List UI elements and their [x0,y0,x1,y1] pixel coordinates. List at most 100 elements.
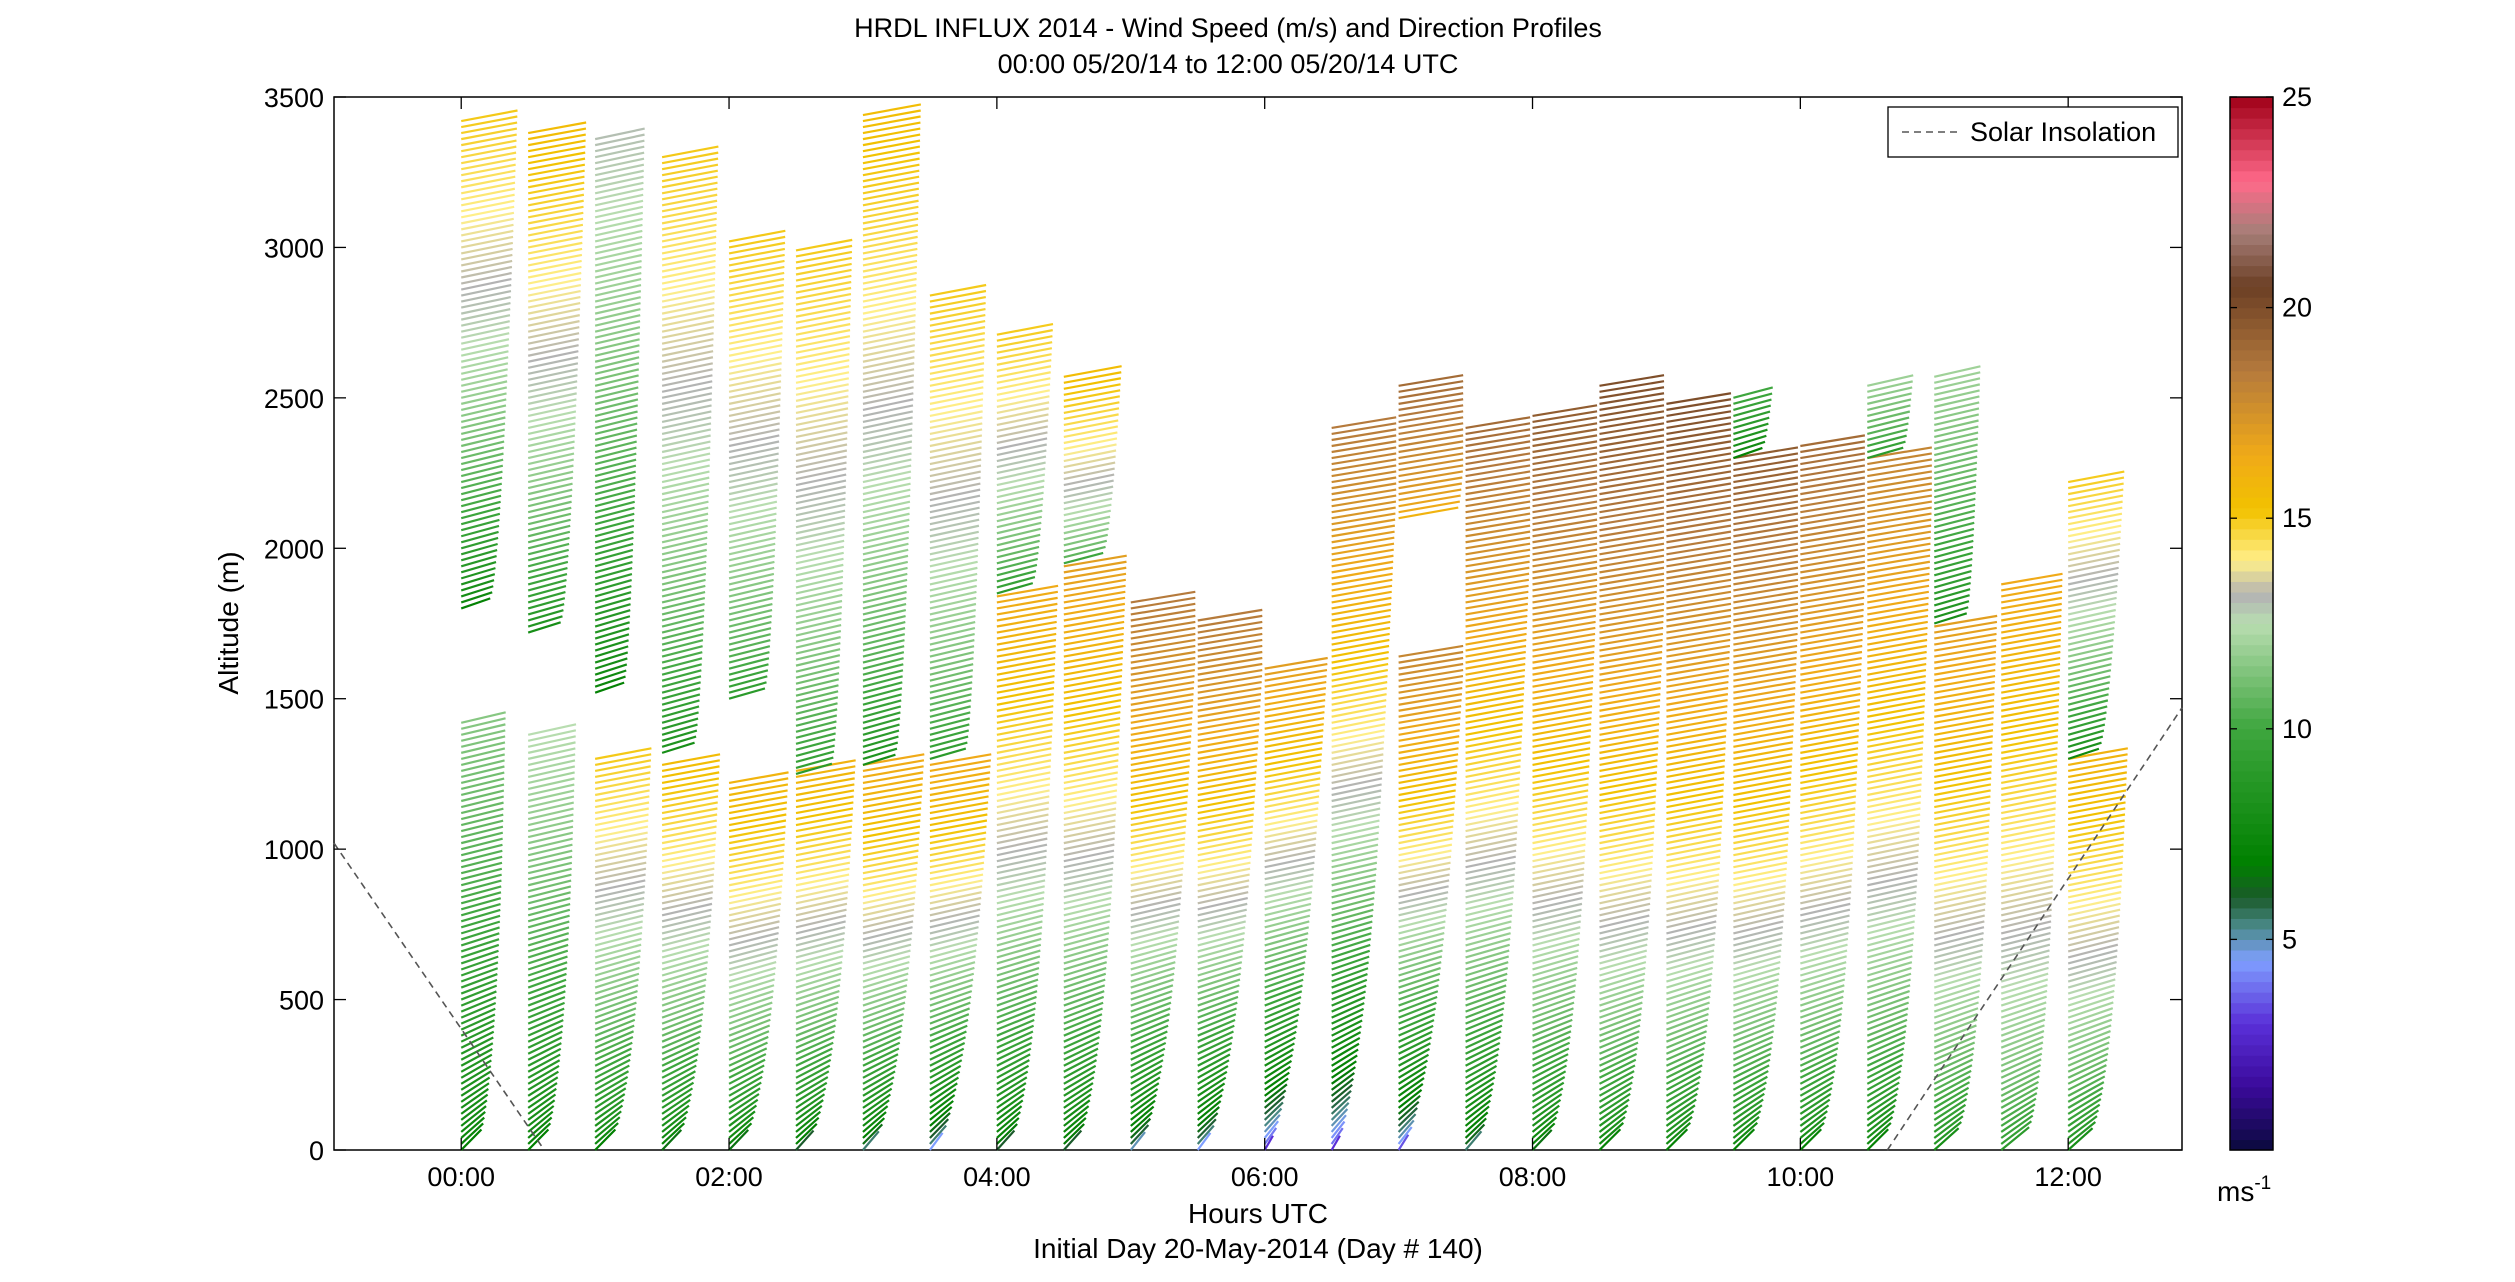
wind-barb [1465,926,1512,941]
wind-barb [1063,879,1113,893]
wind-barb [1331,729,1385,742]
colorbar-band [2230,191,2273,203]
wind-barb [1532,518,1598,532]
wind-barb [929,699,972,712]
wind-barb [1867,747,1924,760]
wind-barb [1733,470,1799,484]
wind-barb [460,1070,491,1091]
wind-barb [728,819,787,833]
wind-barb [1867,482,1933,496]
wind-barb [1331,675,1388,688]
wind-barb [460,783,505,797]
wind-barb [1733,656,1797,670]
wind-barb [594,428,638,442]
wind-barb [996,614,1058,628]
wind-barb [594,278,642,291]
wind-barb [1398,452,1464,466]
wind-barb [996,521,1042,535]
wind-barb [1599,548,1665,562]
wind-barb [1800,500,1866,514]
wind-barb [460,452,504,466]
wind-barb [996,1036,1033,1055]
wind-barb [728,1104,758,1127]
wind-barb [1666,908,1718,923]
wind-barb [527,1082,558,1103]
wind-barb [795,292,852,306]
wind-barb [996,425,1049,439]
wind-barb [1867,596,1929,610]
colorbar-unit-exponent: -1 [2254,1173,2271,1194]
wind-barb [661,506,709,520]
wind-barb [862,1013,905,1031]
wind-barb [1599,765,1658,779]
wind-barb [1934,723,1994,736]
wind-barb [460,573,496,586]
wind-barb [1398,789,1456,803]
wind-barb [1532,984,1577,1001]
wind-barb [1666,920,1717,935]
wind-barb [728,807,787,821]
wind-barb [1063,966,1107,983]
wind-barb [1063,1111,1089,1133]
wind-barb [862,849,919,863]
wind-barb [1197,873,1250,887]
wind-barb [1733,488,1799,502]
wind-barb [594,518,635,532]
wind-barb [461,133,517,147]
wind-barb [1130,638,1196,652]
wind-barb [1800,566,1866,580]
wind-barb [594,223,643,237]
wind-barb [594,139,645,153]
plot-area: 00:00 02:00 04:00 06:00 08:00 10:00 12:00 0500… [264,83,2183,1192]
wind-barb [527,133,586,147]
wind-barb [862,777,924,791]
wind-barb [2001,741,2058,754]
wind-barb [1130,908,1181,923]
wind-barb [661,548,707,562]
wind-barb [1398,978,1440,995]
wind-barb [1733,614,1799,628]
wind-barb [594,1018,636,1037]
wind-barb [1264,813,1319,827]
wind-barb [594,573,633,586]
wind-barb [795,789,855,803]
wind-barb [661,937,710,953]
wind-barb [1666,650,1730,664]
wind-barb [1666,896,1719,911]
wind-barb [929,777,990,791]
wind-barb [2067,747,2100,760]
wind-barb [2067,633,2115,646]
wind-barb [1867,536,1931,550]
wind-barb [527,807,574,821]
wind-barb [1532,1001,1575,1019]
wind-barb [1867,753,1923,766]
wind-barb [862,681,903,694]
wind-barb [795,425,848,439]
wind-barb [1465,590,1529,604]
wind-barb [527,885,572,899]
wind-barb [460,458,504,472]
wind-barb [1599,741,1659,754]
wind-barb [2000,1069,2041,1091]
colorbar-band [2230,865,2273,877]
wind-barb [1465,699,1524,712]
wind-barb [1331,771,1383,785]
wind-barb [1465,1024,1503,1043]
wind-barb [527,560,569,574]
wind-barb [460,422,506,436]
wind-barb [1063,578,1126,592]
wind-barb [1532,530,1598,544]
wind-barb [1866,1001,1910,1019]
wind-barb [862,488,911,502]
wind-barb [1800,837,1855,851]
wind-barb [929,902,981,917]
wind-barb [728,428,780,442]
wind-barb [862,326,916,339]
wind-barb [1867,926,1915,941]
wind-barb [1331,705,1387,718]
wind-barb [929,362,985,375]
wind-barb [1867,949,1914,965]
wind-barb [1732,1041,1773,1061]
wind-barb [1331,938,1372,953]
wind-barb [1866,1070,1902,1091]
